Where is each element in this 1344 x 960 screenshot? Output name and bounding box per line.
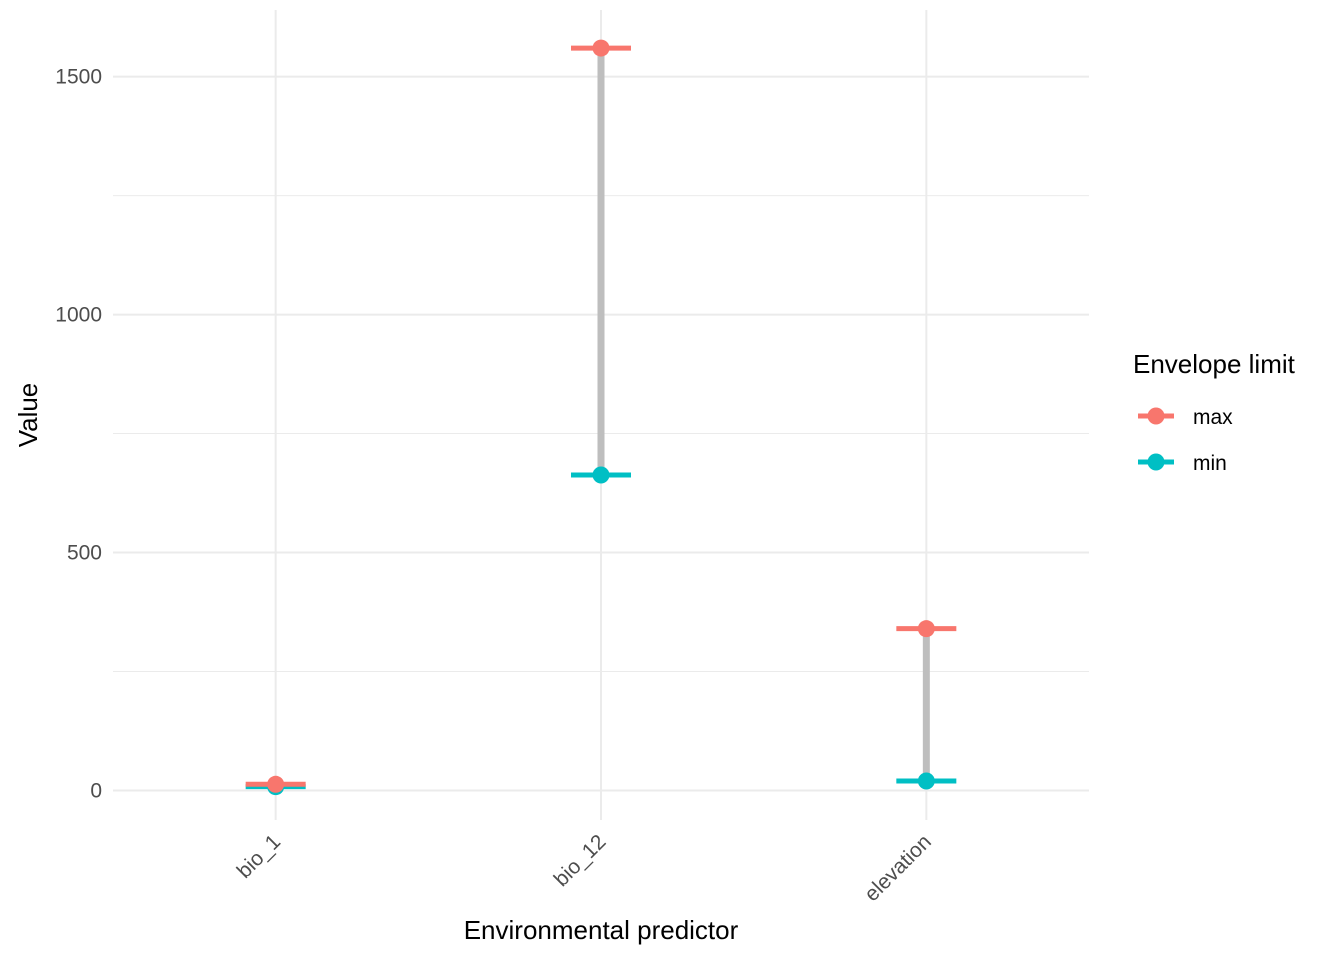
- legend-label-min: min: [1193, 452, 1227, 475]
- legend-key-point-min: [1147, 453, 1165, 471]
- y-tick-label: 0: [90, 779, 102, 802]
- y-axis-title: Value: [13, 383, 43, 448]
- x-axis-title: Environmental predictor: [464, 915, 739, 945]
- max-point: [592, 39, 610, 57]
- envelope-marks: [245, 39, 957, 796]
- max-point: [267, 775, 285, 793]
- x-tick-label: bio_1: [233, 830, 286, 883]
- y-tick-label: 1000: [55, 304, 102, 327]
- legend-entries: max min: [1138, 406, 1233, 475]
- min-point: [592, 466, 610, 484]
- max-point: [917, 620, 935, 638]
- x-tick-label: bio_12: [550, 830, 611, 891]
- y-tick-labels: 0 500 1000 1500: [55, 66, 102, 803]
- min-point: [917, 772, 935, 790]
- legend-title: Envelope limit: [1133, 349, 1296, 379]
- y-tick-label: 1500: [55, 66, 102, 89]
- legend-key-point-max: [1147, 407, 1165, 425]
- x-tick-labels: bio_1 bio_12 elevation: [233, 830, 936, 906]
- x-tick-label: elevation: [860, 830, 936, 906]
- y-tick-label: 500: [67, 542, 102, 565]
- legend-label-max: max: [1193, 406, 1233, 429]
- legend: Envelope limit max min: [1133, 349, 1296, 475]
